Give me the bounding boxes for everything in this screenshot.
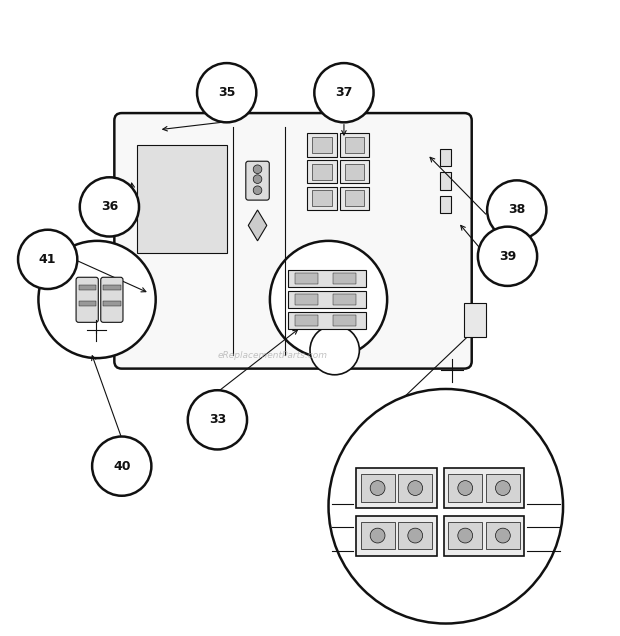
Bar [104, 286, 120, 290]
Bar [333, 315, 356, 326]
FancyBboxPatch shape [114, 113, 472, 369]
Circle shape [487, 181, 546, 240]
Circle shape [188, 391, 247, 450]
Bar [312, 190, 332, 206]
Text: 33: 33 [209, 413, 226, 426]
Circle shape [270, 241, 387, 358]
FancyBboxPatch shape [246, 161, 269, 200]
Bar [333, 273, 356, 284]
Bar [345, 163, 365, 180]
Circle shape [38, 241, 156, 358]
Circle shape [197, 63, 256, 122]
Bar [104, 301, 120, 306]
Bar [448, 522, 482, 550]
FancyBboxPatch shape [101, 277, 123, 322]
Text: 37: 37 [335, 86, 353, 99]
Bar [361, 474, 394, 502]
Circle shape [310, 326, 360, 375]
Bar [345, 137, 365, 153]
Text: 36: 36 [101, 200, 118, 214]
Bar [312, 137, 332, 153]
Bar [486, 522, 520, 550]
Bar [345, 190, 365, 206]
Polygon shape [248, 210, 267, 241]
Bar [464, 303, 486, 336]
Circle shape [329, 389, 563, 623]
Text: 40: 40 [113, 460, 130, 473]
Bar [333, 294, 356, 305]
Bar [307, 160, 337, 183]
Bar [137, 145, 227, 253]
Text: 41: 41 [39, 253, 56, 266]
Bar [448, 474, 482, 502]
Circle shape [458, 481, 472, 495]
Bar [356, 516, 436, 556]
Bar [356, 468, 436, 508]
Circle shape [92, 436, 151, 495]
Bar [294, 273, 317, 284]
Bar [440, 172, 451, 190]
Bar [486, 474, 520, 502]
Circle shape [458, 528, 472, 543]
Circle shape [408, 528, 423, 543]
Bar [440, 149, 451, 166]
Bar [288, 270, 366, 287]
Bar [79, 286, 96, 290]
FancyBboxPatch shape [76, 277, 99, 322]
Circle shape [370, 528, 385, 543]
Bar [79, 301, 96, 306]
Bar [398, 522, 432, 550]
Bar [444, 516, 524, 556]
Text: 39: 39 [499, 250, 516, 263]
Circle shape [370, 481, 385, 495]
Bar [340, 134, 370, 157]
Circle shape [478, 226, 537, 286]
Bar [440, 196, 451, 213]
Text: 35: 35 [218, 86, 236, 99]
Bar [312, 163, 332, 180]
Bar [307, 186, 337, 210]
Bar [294, 294, 317, 305]
Circle shape [253, 186, 262, 195]
Bar [288, 312, 366, 329]
Bar [340, 160, 370, 183]
Bar [444, 468, 524, 508]
Circle shape [253, 165, 262, 174]
Bar [398, 474, 432, 502]
Text: 38: 38 [508, 204, 525, 216]
Circle shape [80, 177, 139, 237]
Bar [307, 134, 337, 157]
Circle shape [18, 230, 78, 289]
Circle shape [495, 481, 510, 495]
Circle shape [408, 481, 423, 495]
Bar [361, 522, 394, 550]
Bar [288, 291, 366, 308]
Circle shape [314, 63, 374, 122]
Circle shape [253, 175, 262, 183]
Circle shape [495, 528, 510, 543]
Text: eReplacementParts.com: eReplacementParts.com [218, 350, 328, 359]
Bar [340, 186, 370, 210]
Bar [294, 315, 317, 326]
